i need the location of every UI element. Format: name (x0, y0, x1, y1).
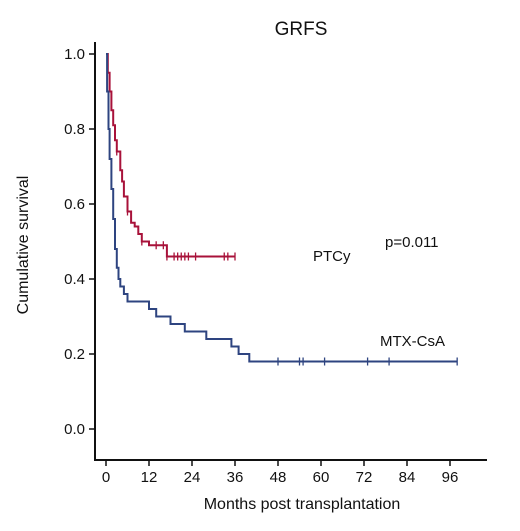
plot-area: 0.0 0.2 0.4 0.6 0.8 1.0 0 12 24 36 48 60 72 84 96 PTCy M… (64, 42, 487, 486)
x-tick-label: 60 (313, 469, 330, 486)
x-tick-label: 48 (270, 469, 287, 486)
y-tick-label: 0.2 (64, 346, 85, 363)
y-tick-label: 0.8 (64, 121, 85, 138)
series-label-mtx-csa: MTX-CsA (380, 333, 445, 350)
series-line-mtx-csa (106, 53, 458, 363)
x-axis-label: Months post transplantation (204, 496, 401, 513)
series-label-ptcy: PTCy (313, 248, 351, 265)
p-value-annotation: p=0.011 (385, 234, 439, 251)
x-tick-label: 12 (141, 469, 158, 486)
y-tick-label: 0.6 (64, 196, 85, 213)
y-axis-label-group: Cumulative survival (15, 176, 32, 315)
y-tick-label: 0.4 (64, 271, 85, 288)
series-line-ptcy (106, 53, 235, 258)
x-tick-label: 0 (102, 469, 110, 486)
axes-frame (94, 42, 487, 461)
x-tick-label: 84 (399, 469, 416, 486)
chart-title: GRFS (275, 19, 328, 40)
x-tick-label: 72 (356, 469, 373, 486)
x-tick-label: 96 (442, 469, 459, 486)
y-tick-label: 0.0 (64, 421, 85, 438)
y-tick-label: 1.0 (64, 46, 85, 63)
x-tick-label: 36 (227, 469, 244, 486)
y-axis-label: Cumulative survival (15, 176, 32, 315)
x-tick-label: 24 (184, 469, 201, 486)
